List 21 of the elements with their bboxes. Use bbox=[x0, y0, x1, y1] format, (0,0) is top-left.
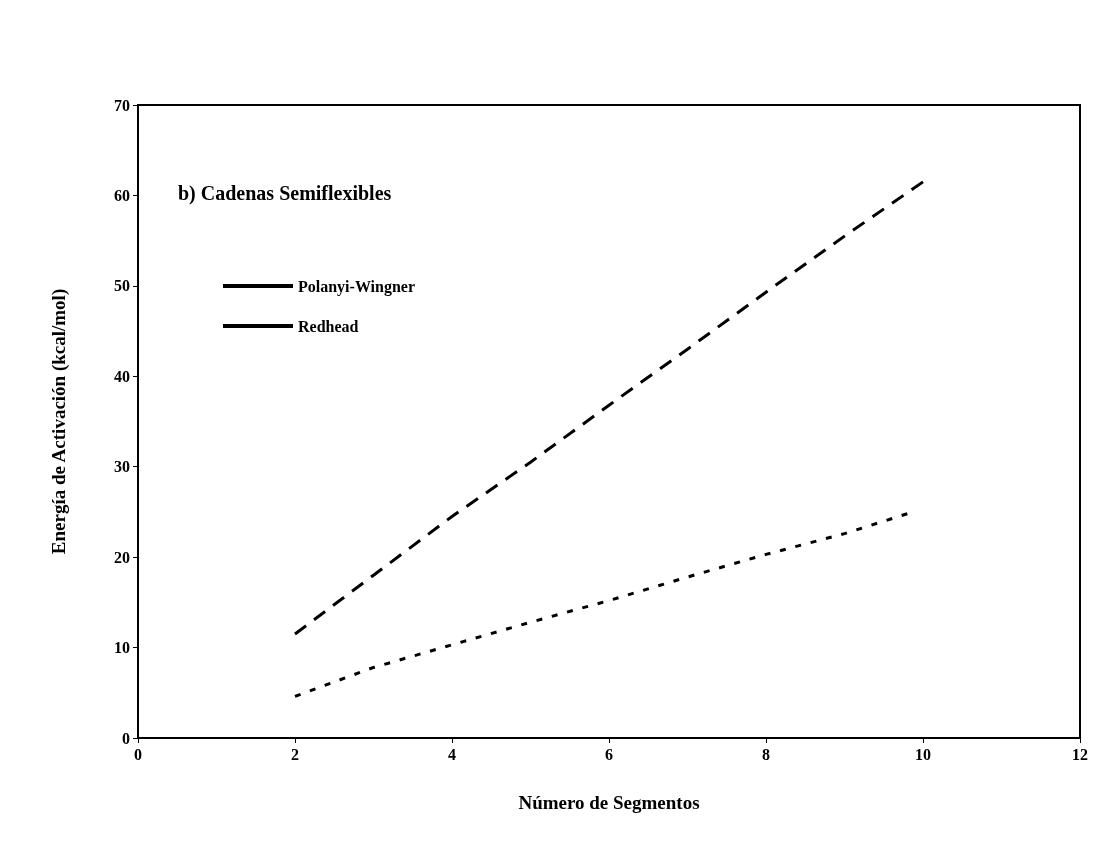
legend-label: Polanyi-Wingner bbox=[298, 277, 416, 296]
x-tick-label: 10 bbox=[915, 745, 931, 763]
x-tick-label: 2 bbox=[291, 745, 299, 763]
y-tick-label: 0 bbox=[122, 729, 130, 747]
x-tick-label: 8 bbox=[762, 745, 770, 763]
y-tick-label: 60 bbox=[114, 186, 130, 204]
annotation: b) Cadenas Semiflexibles bbox=[178, 182, 392, 205]
line-series bbox=[293, 512, 909, 698]
y-tick-label: 40 bbox=[114, 367, 130, 385]
x-tick-label: 12 bbox=[1072, 745, 1088, 763]
x-tick-label: 0 bbox=[134, 745, 142, 763]
x-tick-label: 4 bbox=[448, 745, 456, 763]
y-tick-label: 10 bbox=[114, 639, 130, 657]
y-tick-label: 50 bbox=[114, 277, 130, 295]
x-tick-label: 6 bbox=[605, 745, 613, 763]
x-axis-title: Número de Segmentos bbox=[518, 792, 700, 813]
y-tick-label: 30 bbox=[114, 458, 130, 476]
y-tick-label: 70 bbox=[114, 96, 130, 114]
y-axis-title: Energía de Activación (kcal/mol) bbox=[48, 288, 70, 555]
y-tick-label: 20 bbox=[114, 548, 130, 566]
legend-label: Redhead bbox=[298, 317, 359, 335]
